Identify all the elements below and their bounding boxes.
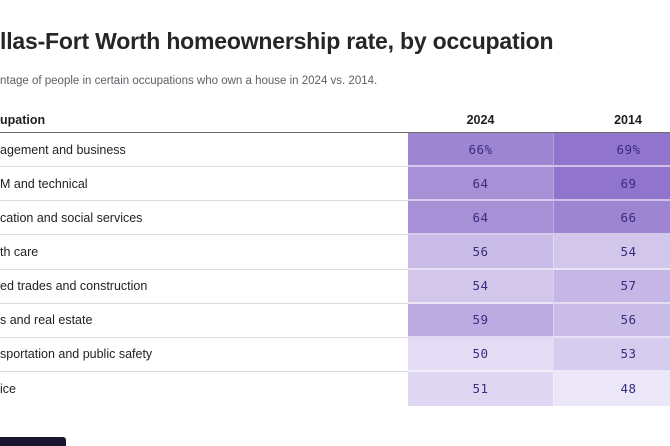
occupation-label: cation and social services (0, 201, 408, 236)
table-row: M and technical 64 69 (0, 167, 670, 202)
value-cell-2024: 56 (408, 235, 553, 270)
value-cell-2024: 64 (408, 167, 553, 202)
table-row: agement and business 66% 69% (0, 133, 670, 168)
value-cell-2024: 50 (408, 337, 553, 372)
table-row: sportation and public safety 50 53 (0, 337, 670, 372)
value-cell-2014: 57 (553, 269, 670, 304)
chart-title: llas-Fort Worth homeownership rate, by o… (0, 28, 554, 54)
chart-subtitle: ntage of people in certain occupations w… (0, 75, 378, 87)
table-row: th care 56 54 (0, 235, 670, 270)
heatmap-table: upation 2024 2014 agement and business 6… (0, 108, 670, 406)
value-cell-2014: 69 (553, 167, 670, 202)
occupation-label: sportation and public safety (0, 337, 408, 372)
value-cell-2024: 64 (408, 201, 553, 236)
occupation-label: th care (0, 235, 408, 270)
occupation-label: agement and business (0, 133, 408, 168)
value-cell-2014: 56 (553, 303, 670, 338)
value-cell-2024: 54 (408, 269, 553, 304)
occupation-label: s and real estate (0, 303, 408, 338)
table-header-row: upation 2024 2014 (0, 108, 670, 132)
column-header-2014: 2014 (614, 113, 642, 127)
occupation-label: ed trades and construction (0, 269, 408, 304)
value-cell-2014: 53 (553, 337, 670, 372)
column-header-2024: 2024 (466, 113, 495, 127)
table-row: ice 51 48 (0, 371, 670, 406)
value-cell-2024: 66% (408, 133, 553, 168)
header-divider (0, 132, 670, 133)
table-row: ed trades and construction 54 57 (0, 269, 670, 304)
value-cell-2024: 51 (408, 371, 553, 406)
value-cell-2014: 48 (553, 371, 670, 406)
value-cell-2014: 66 (553, 201, 670, 236)
table-row: s and real estate 59 56 (0, 303, 670, 338)
value-cell-2014: 69% (553, 133, 670, 168)
occupation-label: ice (0, 371, 408, 406)
bottom-left-bar (0, 437, 66, 446)
value-cell-2024: 59 (408, 303, 553, 338)
value-cell-2014: 54 (553, 235, 670, 270)
table-row: cation and social services 64 66 (0, 201, 670, 236)
table-body: agement and business 66% 69% M and techn… (0, 133, 670, 406)
occupation-label: M and technical (0, 167, 408, 202)
column-header-occupation: upation (0, 113, 46, 127)
